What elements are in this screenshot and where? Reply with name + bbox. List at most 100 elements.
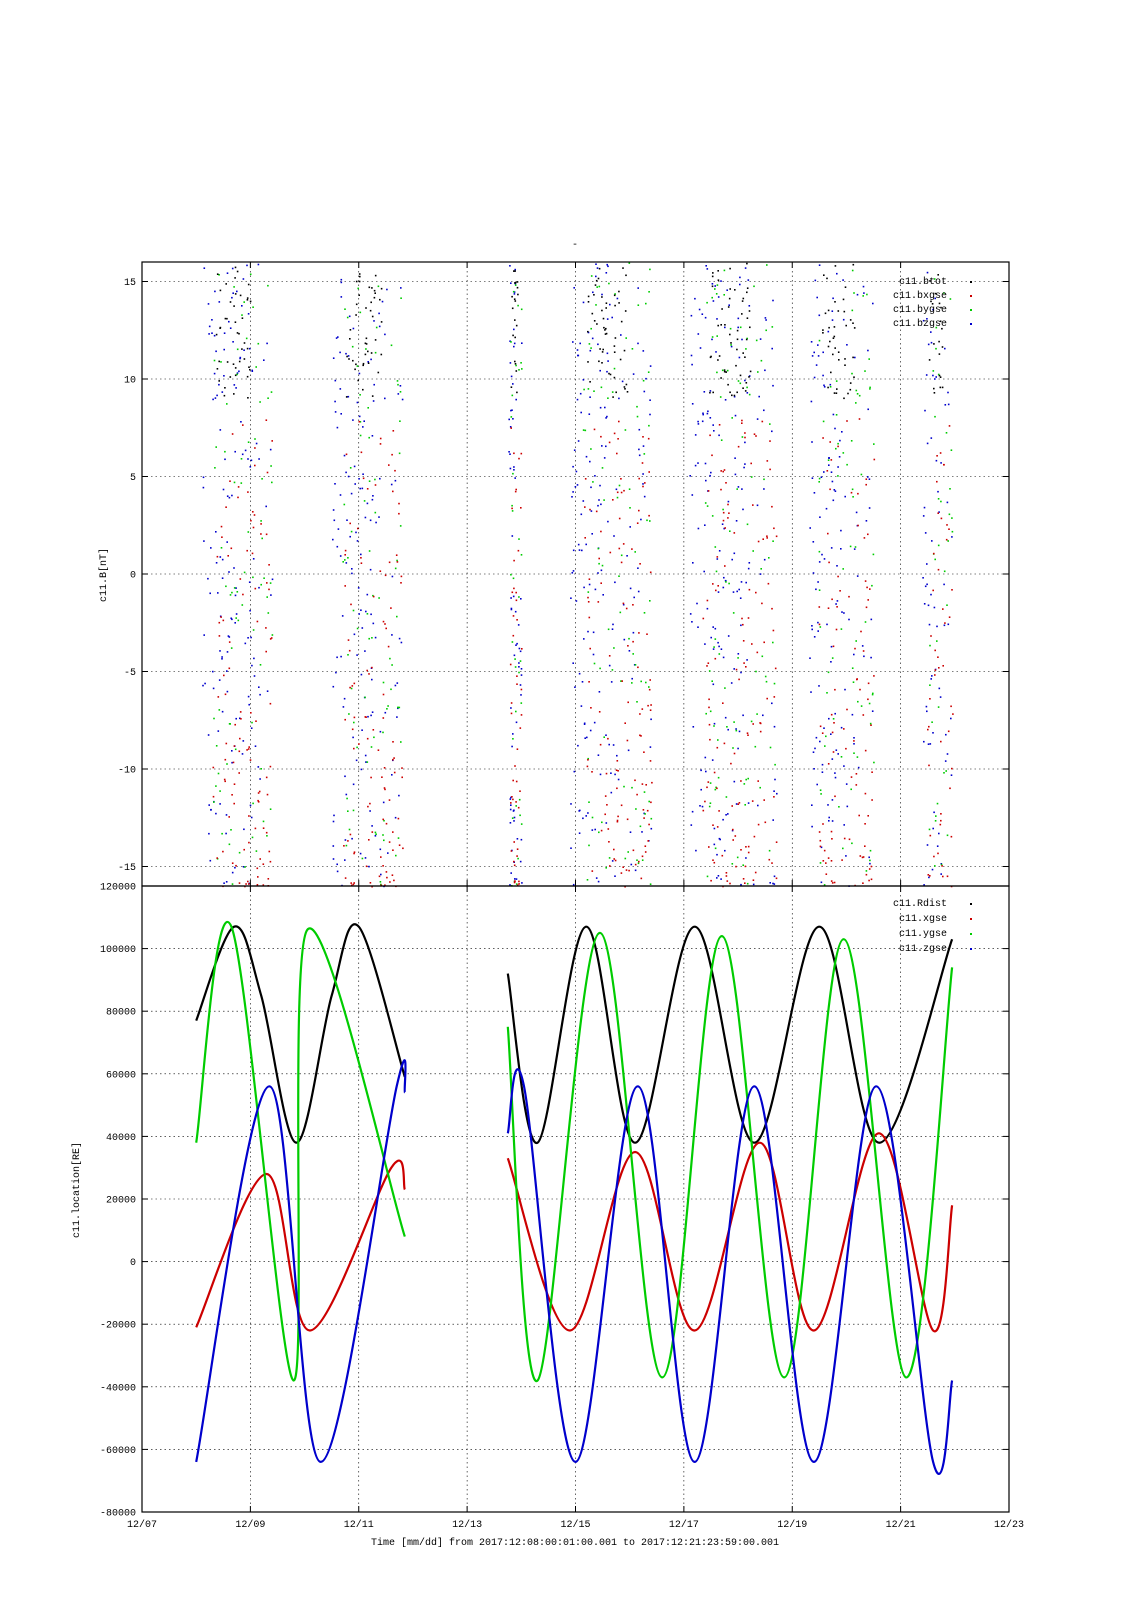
- b-point: [515, 801, 517, 803]
- b-point: [690, 354, 693, 357]
- b-point: [374, 478, 376, 481]
- b-point: [366, 737, 369, 740]
- b-point: [512, 418, 514, 420]
- b-point: [593, 721, 596, 724]
- b-point: [582, 301, 585, 304]
- legend-marker-rdist: [970, 903, 972, 905]
- b-point: [353, 882, 355, 884]
- b-point: [741, 436, 744, 438]
- b-point: [636, 701, 638, 703]
- b-point: [221, 536, 223, 538]
- b-point: [623, 638, 626, 641]
- b-point: [811, 628, 813, 631]
- b-point: [251, 370, 254, 372]
- b-point: [643, 812, 645, 815]
- b-point: [932, 370, 935, 372]
- b-point: [730, 345, 733, 348]
- b-point: [231, 591, 233, 594]
- b-point: [690, 824, 693, 826]
- b-point: [706, 786, 708, 789]
- b-point: [842, 847, 844, 850]
- b-point: [829, 441, 831, 443]
- b-point: [742, 864, 744, 866]
- b-point: [364, 857, 367, 859]
- b-point: [587, 361, 589, 363]
- b-point: [741, 617, 743, 620]
- b-point: [391, 874, 394, 876]
- b-point: [347, 355, 350, 357]
- b-point: [839, 590, 841, 592]
- b-point: [745, 348, 747, 350]
- b-point: [817, 630, 819, 632]
- b-point: [743, 783, 746, 785]
- b-point: [513, 860, 515, 863]
- b-point: [614, 875, 616, 877]
- b-point: [513, 864, 516, 867]
- b-point: [383, 839, 385, 842]
- b-point: [365, 865, 368, 868]
- b-point: [510, 597, 512, 599]
- b-point: [732, 839, 734, 841]
- b-point: [358, 273, 361, 275]
- bottom-ytick-label-0: 0: [130, 1258, 136, 1269]
- b-point: [871, 584, 873, 587]
- figure-top-title: -: [572, 240, 578, 251]
- b-point: [858, 418, 861, 420]
- b-point: [697, 462, 699, 464]
- b-point: [817, 621, 819, 624]
- b-point: [937, 568, 940, 571]
- b-point: [230, 547, 233, 550]
- b-point: [515, 878, 518, 880]
- b-point: [759, 573, 762, 575]
- b-point: [844, 495, 846, 498]
- b-point: [579, 809, 581, 812]
- b-point: [723, 370, 726, 373]
- b-point: [579, 392, 582, 395]
- b-point: [358, 743, 360, 745]
- b-point: [513, 820, 515, 822]
- b-point: [626, 739, 629, 742]
- b-point: [611, 669, 614, 671]
- b-point: [691, 363, 693, 366]
- b-point: [870, 724, 872, 726]
- b-point: [514, 765, 516, 767]
- b-point: [945, 432, 948, 434]
- b-point: [860, 630, 862, 633]
- b-point: [641, 859, 644, 861]
- b-point: [590, 707, 592, 709]
- b-point: [220, 525, 223, 528]
- b-point: [572, 491, 574, 493]
- b-point: [226, 403, 228, 405]
- b-point: [258, 586, 260, 589]
- b-point: [717, 279, 720, 281]
- b-point: [629, 831, 632, 833]
- b-point: [246, 347, 249, 350]
- b-point: [818, 623, 821, 626]
- b-point: [598, 360, 600, 363]
- b-point: [230, 647, 233, 649]
- b-point: [349, 522, 351, 525]
- b-point: [257, 792, 260, 794]
- b-point: [508, 418, 510, 421]
- b-point: [591, 337, 594, 340]
- b-point: [850, 788, 852, 791]
- b-point: [360, 553, 362, 556]
- b-point: [858, 814, 860, 817]
- b-point: [202, 476, 205, 479]
- b-point: [513, 559, 515, 562]
- b-point: [584, 537, 586, 539]
- bottom-ytick-label--80000: -80000: [100, 1509, 136, 1520]
- b-point: [397, 837, 400, 839]
- b-point: [830, 733, 832, 735]
- b-point: [587, 295, 590, 298]
- b-point: [233, 384, 236, 386]
- b-point: [209, 859, 212, 862]
- b-point: [717, 776, 720, 779]
- b-point: [367, 350, 369, 353]
- b-point: [867, 682, 870, 685]
- b-point: [580, 705, 583, 707]
- b-point: [209, 592, 211, 595]
- b-point: [578, 832, 581, 834]
- b-point: [748, 310, 751, 312]
- b-point: [873, 675, 875, 677]
